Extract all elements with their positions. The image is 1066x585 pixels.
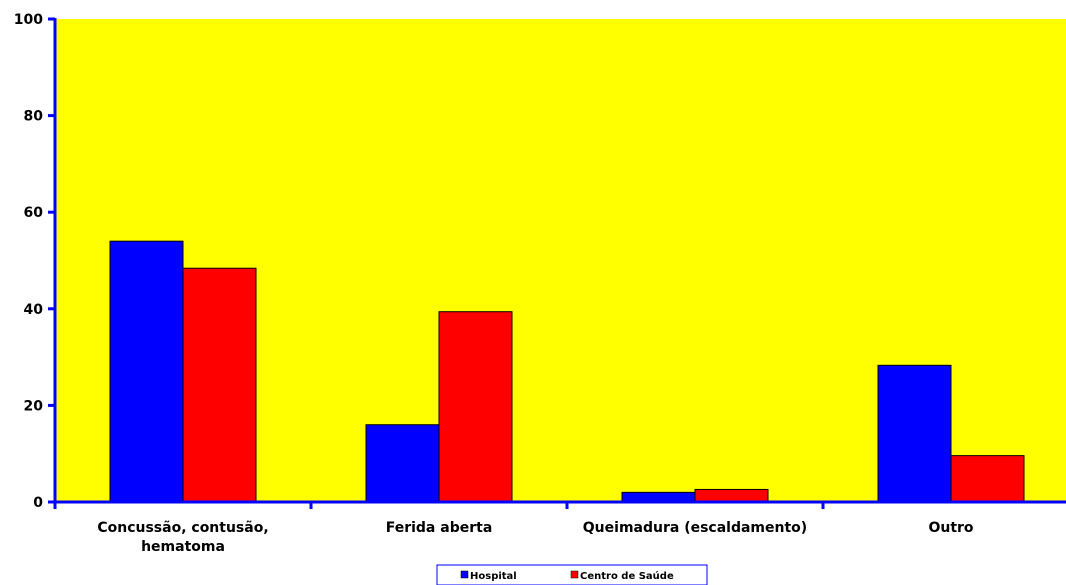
bars-group: [109, 240, 1025, 503]
y-axis-ticks: 0 20 40 60 80 100: [14, 12, 55, 511]
legend-label: Hospital: [470, 571, 517, 582]
bar-centro-de-sa-de-1: [438, 311, 513, 503]
bar-centro-de-sa-de-2: [694, 488, 769, 503]
bar-centro-de-sa-de-0: [182, 267, 257, 503]
y-tick-label: 100: [14, 12, 43, 28]
legend-swatch: [460, 570, 469, 579]
legend: Hospital Centro de Saúde: [436, 564, 708, 585]
y-tick-label: 40: [24, 302, 44, 318]
y-tick-label: 0: [33, 495, 43, 511]
y-tick-label: 80: [24, 109, 44, 125]
bar-hospital-1: [365, 424, 440, 503]
bar-centro-de-sa-de-3: [950, 455, 1025, 503]
x-axis-category-labels: Concussão, contusão, hematoma Ferida abert…: [97, 520, 974, 555]
x-category-label: Queimadura (escaldamento): [583, 520, 807, 536]
y-tick-label: 60: [24, 205, 44, 221]
bar-hospital-3: [877, 364, 952, 503]
x-category-label: Concussão, contusão, hematoma: [97, 520, 268, 555]
legend-label: Centro de Saúde: [580, 570, 674, 582]
bar-hospital-0: [109, 240, 184, 503]
y-tick-label: 20: [24, 398, 44, 414]
axes-group: [53, 18, 1066, 509]
x-category-label: Ferida aberta: [386, 520, 493, 536]
x-category-label: Outro: [928, 520, 973, 536]
legend-swatch: [570, 570, 579, 579]
